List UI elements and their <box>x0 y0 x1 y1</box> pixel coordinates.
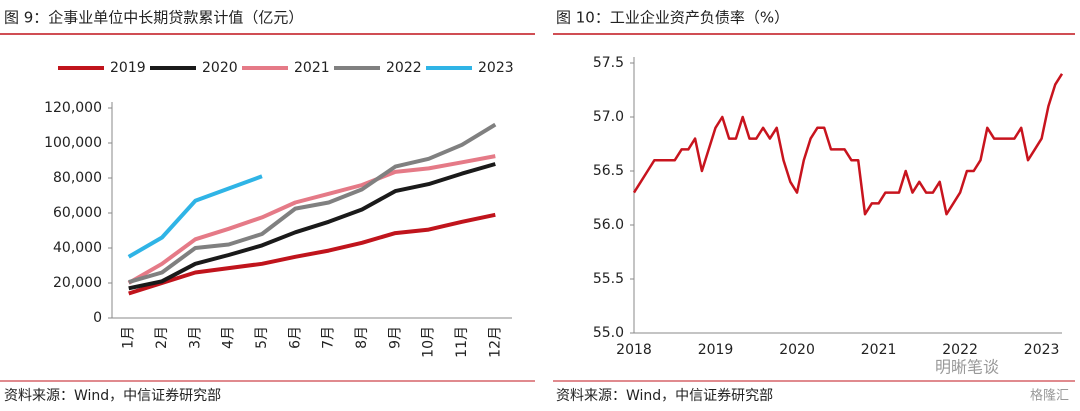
x-tick-label: 2023 <box>1024 342 1060 358</box>
x-tick-label: 2018 <box>616 342 652 358</box>
y-tick-label: 55.0 <box>593 325 624 341</box>
data-line <box>127 154 496 285</box>
x-tick-label: 8月 <box>354 326 370 349</box>
x-tick-label: 2019 <box>698 342 734 358</box>
x-tick-label: 11月 <box>454 326 470 358</box>
x-tick-label: 9月 <box>387 326 403 349</box>
x-tick-label: 10月 <box>421 326 437 358</box>
y-tick-label: 57.5 <box>593 55 624 71</box>
x-tick-label: 12月 <box>487 326 503 358</box>
x-tick-label: 1月 <box>121 326 137 349</box>
x-tick-label: 5月 <box>254 326 270 349</box>
y-tick-label: 60,000 <box>53 205 102 221</box>
y-tick-label: 120,000 <box>44 100 102 116</box>
data-line <box>128 212 496 296</box>
x-tick-label: 4月 <box>221 326 237 349</box>
y-tick-label: 40,000 <box>53 240 102 256</box>
chart-title: 图 9：企事业单位中长期贷款累计值（亿元） <box>4 9 303 27</box>
legend-label: 2022 <box>386 60 422 76</box>
data-line <box>632 73 1064 216</box>
y-tick-label: 56.5 <box>593 163 624 179</box>
x-tick-label: 6月 <box>287 326 303 349</box>
legend-label: 2021 <box>294 60 330 76</box>
data-line <box>128 162 496 291</box>
x-tick-label: 3月 <box>187 326 203 349</box>
data-line <box>128 122 497 285</box>
y-tick-label: 80,000 <box>53 170 102 186</box>
source: 资料来源：Wind，中信证券研究部 <box>556 388 773 404</box>
x-tick-label: 2022 <box>942 342 978 358</box>
x-tick-label: 2021 <box>861 342 897 358</box>
x-tick-label: 2月 <box>154 326 170 349</box>
y-tick-label: 100,000 <box>44 135 102 151</box>
y-tick-label: 55.5 <box>593 271 624 287</box>
x-tick-label: 2020 <box>779 342 815 358</box>
legend-label: 2020 <box>202 60 238 76</box>
y-tick-label: 57.0 <box>593 109 624 125</box>
chart-title: 图 10：工业企业资产负债率（%） <box>556 9 789 27</box>
legend-label: 2019 <box>110 60 146 76</box>
x-tick-label: 7月 <box>321 326 337 349</box>
y-tick-label: 0 <box>93 310 102 326</box>
data-line <box>127 174 263 259</box>
y-tick-label: 56.0 <box>593 217 624 233</box>
y-tick-label: 20,000 <box>53 275 102 291</box>
watermark: 明晰笔谈 <box>935 358 999 377</box>
source: 资料来源：Wind，中信证券研究部 <box>4 388 221 404</box>
legend-label: 2023 <box>478 60 514 76</box>
watermark: 格隆汇 <box>1030 388 1069 404</box>
